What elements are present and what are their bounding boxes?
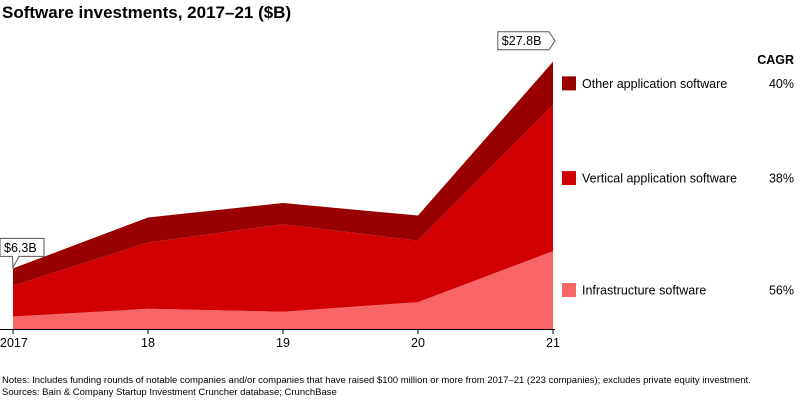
x-tick-label-19: 19	[276, 336, 290, 350]
notes-text: Notes: Includes funding rounds of notabl…	[2, 375, 751, 386]
area-other-application-software	[13, 61, 553, 286]
x-tick-label-2017: 2017	[0, 336, 28, 350]
legend-cagr-value: 40%	[769, 77, 794, 91]
callout-box	[0, 237, 45, 270]
legend: CAGR Infrastructure software 56% Vertical a…	[562, 53, 794, 298]
legend-cagr-value: 56%	[769, 284, 794, 298]
legend-label: Infrastructure software	[582, 284, 706, 298]
legend-swatch	[562, 171, 576, 186]
callout-6-3b: $6.3B	[0, 237, 45, 270]
legend-swatch	[562, 76, 576, 91]
legend-item-vertical-application-software: Vertical application software 38%	[562, 171, 794, 186]
sources-text: Sources: Bain & Company Startup Investme…	[2, 387, 337, 398]
x-axis-ticks: 2017 18 19 20 21	[0, 329, 560, 350]
chart-title: Software investments, 2017–21 ($B)	[2, 3, 292, 22]
x-tick-label-21: 21	[546, 336, 560, 350]
callout-label: $27.8B	[502, 34, 542, 48]
legend-swatch	[562, 283, 576, 298]
legend-item-other-application-software: Other application software 40%	[562, 76, 794, 91]
legend-header-cagr: CAGR	[757, 53, 794, 67]
x-tick-label-20: 20	[411, 336, 425, 350]
legend-cagr-value: 38%	[769, 172, 794, 186]
legend-label: Vertical application software	[582, 172, 737, 186]
chart-notes: Notes: Includes funding rounds of notabl…	[2, 375, 751, 399]
callout-label: $6.3B	[4, 241, 37, 255]
area-vertical-application-software	[13, 104, 553, 317]
area-infrastructure-software	[13, 251, 553, 329]
legend-item-infrastructure-software: Infrastructure software 56%	[562, 283, 794, 298]
stacked-areas	[13, 61, 553, 329]
x-tick-label-18: 18	[141, 336, 155, 350]
chart-canvas: 2017 18 19 20 21 $6.3B $27.8B CAGR Infrastruct…	[0, 31, 794, 350]
callout-27-8b: $27.8B	[497, 31, 556, 51]
legend-label: Other application software	[582, 77, 727, 91]
value-callouts: $6.3B $27.8B	[0, 31, 556, 270]
callout-box	[497, 31, 556, 51]
